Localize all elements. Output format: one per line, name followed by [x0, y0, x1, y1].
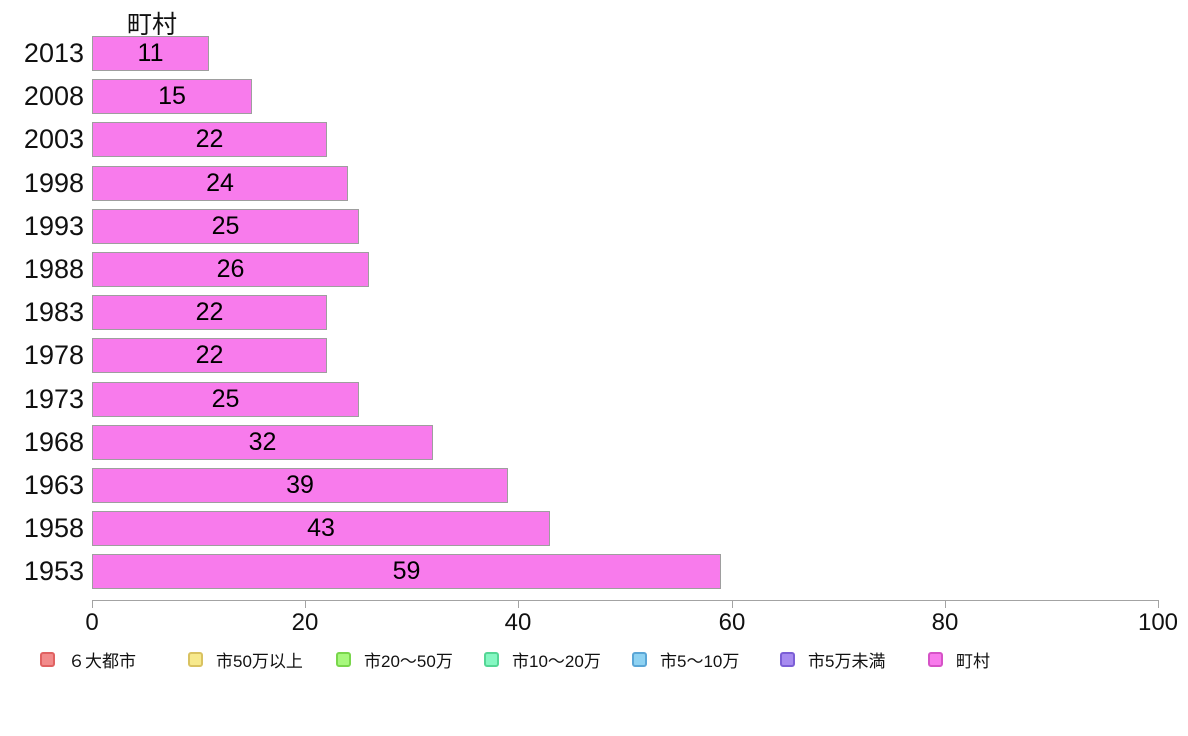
x-axis-line: [92, 600, 1159, 601]
y-axis-label: 2013: [23, 38, 84, 68]
bar-value-label: 39: [286, 471, 314, 499]
y-axis-label: 1968: [23, 427, 84, 457]
x-axis-tick-label: 20: [291, 609, 319, 636]
legend-swatch-icon: [484, 651, 499, 667]
bar-value-label: 25: [211, 212, 240, 240]
x-axis-tick: [1158, 600, 1159, 608]
bar: 39: [92, 468, 508, 503]
legend-swatch-icon: [780, 651, 795, 667]
bar: 22: [92, 338, 327, 373]
bar-value-label: 32: [248, 428, 277, 456]
bar: 11: [92, 36, 209, 71]
legend-swatch-icon: [188, 651, 203, 667]
legend-label: ６大都市: [68, 651, 136, 671]
x-axis-tick: [945, 600, 946, 608]
bar-value-label: 24: [206, 169, 234, 197]
bar: 43: [92, 511, 550, 546]
legend-swatch-icon: [632, 651, 647, 667]
x-axis-tick: [305, 600, 306, 608]
bar: 22: [92, 295, 327, 330]
bar: 22: [92, 122, 327, 157]
bar: 26: [92, 252, 369, 287]
legend-swatch-icon: [928, 651, 943, 667]
legend-swatch-icon: [336, 651, 351, 667]
y-axis-label: 1993: [23, 211, 84, 241]
y-axis-label: 1973: [23, 384, 84, 414]
bar-value-label: 43: [307, 514, 335, 542]
legend-item: 市50万以上: [188, 648, 336, 671]
bar: 25: [92, 382, 359, 417]
bar: 15: [92, 79, 252, 114]
bar-value-label: 25: [211, 385, 240, 413]
y-axis-label: 1978: [23, 340, 84, 370]
legend-label: 市20〜50万: [364, 651, 453, 671]
x-axis-tick-label: 100: [1137, 609, 1179, 636]
legend-swatch-icon: [40, 651, 55, 667]
chart-title: 町村: [126, 11, 177, 39]
y-axis-label: 2003: [23, 124, 84, 154]
bar-value-label: 59: [392, 557, 421, 585]
legend-item: 町村: [928, 648, 1076, 671]
legend-item: 市5〜10万: [632, 648, 780, 671]
bar: 25: [92, 209, 359, 244]
legend-item: 市10〜20万: [484, 648, 632, 671]
y-axis-label: 2008: [23, 81, 84, 111]
legend-label: 市10〜20万: [512, 651, 601, 671]
y-axis-label: 1953: [23, 556, 84, 586]
legend-label: 市5万未満: [808, 651, 886, 671]
bar-value-label: 22: [195, 125, 224, 153]
legend-label: 町村: [956, 651, 990, 671]
x-axis-tick-label: 80: [931, 609, 959, 636]
legend-item: 市5万未満: [780, 648, 928, 671]
y-axis-label: 1998: [23, 168, 84, 198]
legend-item: ６大都市: [40, 648, 188, 671]
x-axis-tick: [732, 600, 733, 608]
bar-value-label: 11: [137, 39, 164, 67]
x-axis-tick: [92, 600, 93, 608]
legend-label: 市5〜10万: [660, 651, 740, 671]
y-axis-label: 1988: [23, 254, 84, 284]
bar: 59: [92, 554, 721, 589]
y-axis-label: 1963: [23, 470, 84, 500]
y-axis-label: 1983: [23, 297, 84, 327]
bar: 32: [92, 425, 433, 460]
bar-value-label: 22: [195, 298, 224, 326]
bar-value-label: 22: [195, 341, 224, 369]
bar-value-label: 26: [216, 255, 245, 283]
y-axis-label: 1958: [23, 513, 84, 543]
legend: ６大都市 市50万以上 市20〜50万 市10〜20万 市5〜10万 市5万未満 町村: [40, 648, 1076, 671]
bar-value-label: 15: [158, 82, 186, 110]
legend-label: 市50万以上: [216, 651, 303, 671]
x-axis-tick-label: 40: [504, 609, 532, 636]
legend-item: 市20〜50万: [336, 648, 484, 671]
x-axis-tick-label: 0: [85, 609, 99, 636]
x-axis-tick-label: 60: [718, 609, 746, 636]
bar: 24: [92, 166, 348, 201]
x-axis-tick: [518, 600, 519, 608]
